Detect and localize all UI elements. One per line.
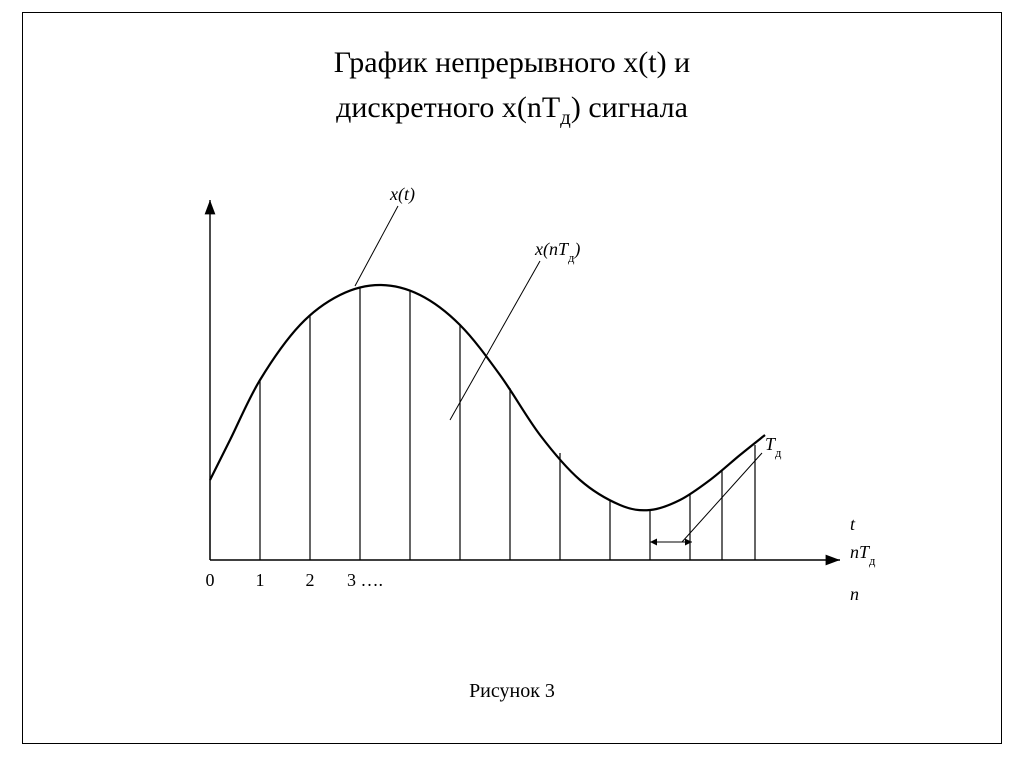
svg-text:1: 1 <box>256 570 265 590</box>
svg-text:3 ….: 3 …. <box>347 570 383 590</box>
title-line-2: дискретного x(nTд) сигнала <box>0 85 1024 134</box>
figure-caption: Рисунок 3 <box>0 680 1024 703</box>
svg-text:x(nTд): x(nTд) <box>534 239 580 265</box>
svg-text:nTд: nTд <box>850 542 876 568</box>
chart-svg: 0 1 2 3 …. x(t) x(nTд) Tд t nTд n <box>140 160 900 640</box>
svg-text:n: n <box>850 584 859 604</box>
svg-text:x(t): x(t) <box>389 184 415 205</box>
signal-chart: 0 1 2 3 …. x(t) x(nTд) Tд t nTд n <box>140 160 900 640</box>
svg-text:t: t <box>850 514 856 534</box>
svg-text:2: 2 <box>306 570 315 590</box>
svg-text:Tд: Tд <box>765 434 782 460</box>
title-line-1: График непрерывного x(t) и <box>0 40 1024 85</box>
page-title: График непрерывного x(t) и дискретного x… <box>0 40 1024 134</box>
svg-text:0: 0 <box>206 570 215 590</box>
